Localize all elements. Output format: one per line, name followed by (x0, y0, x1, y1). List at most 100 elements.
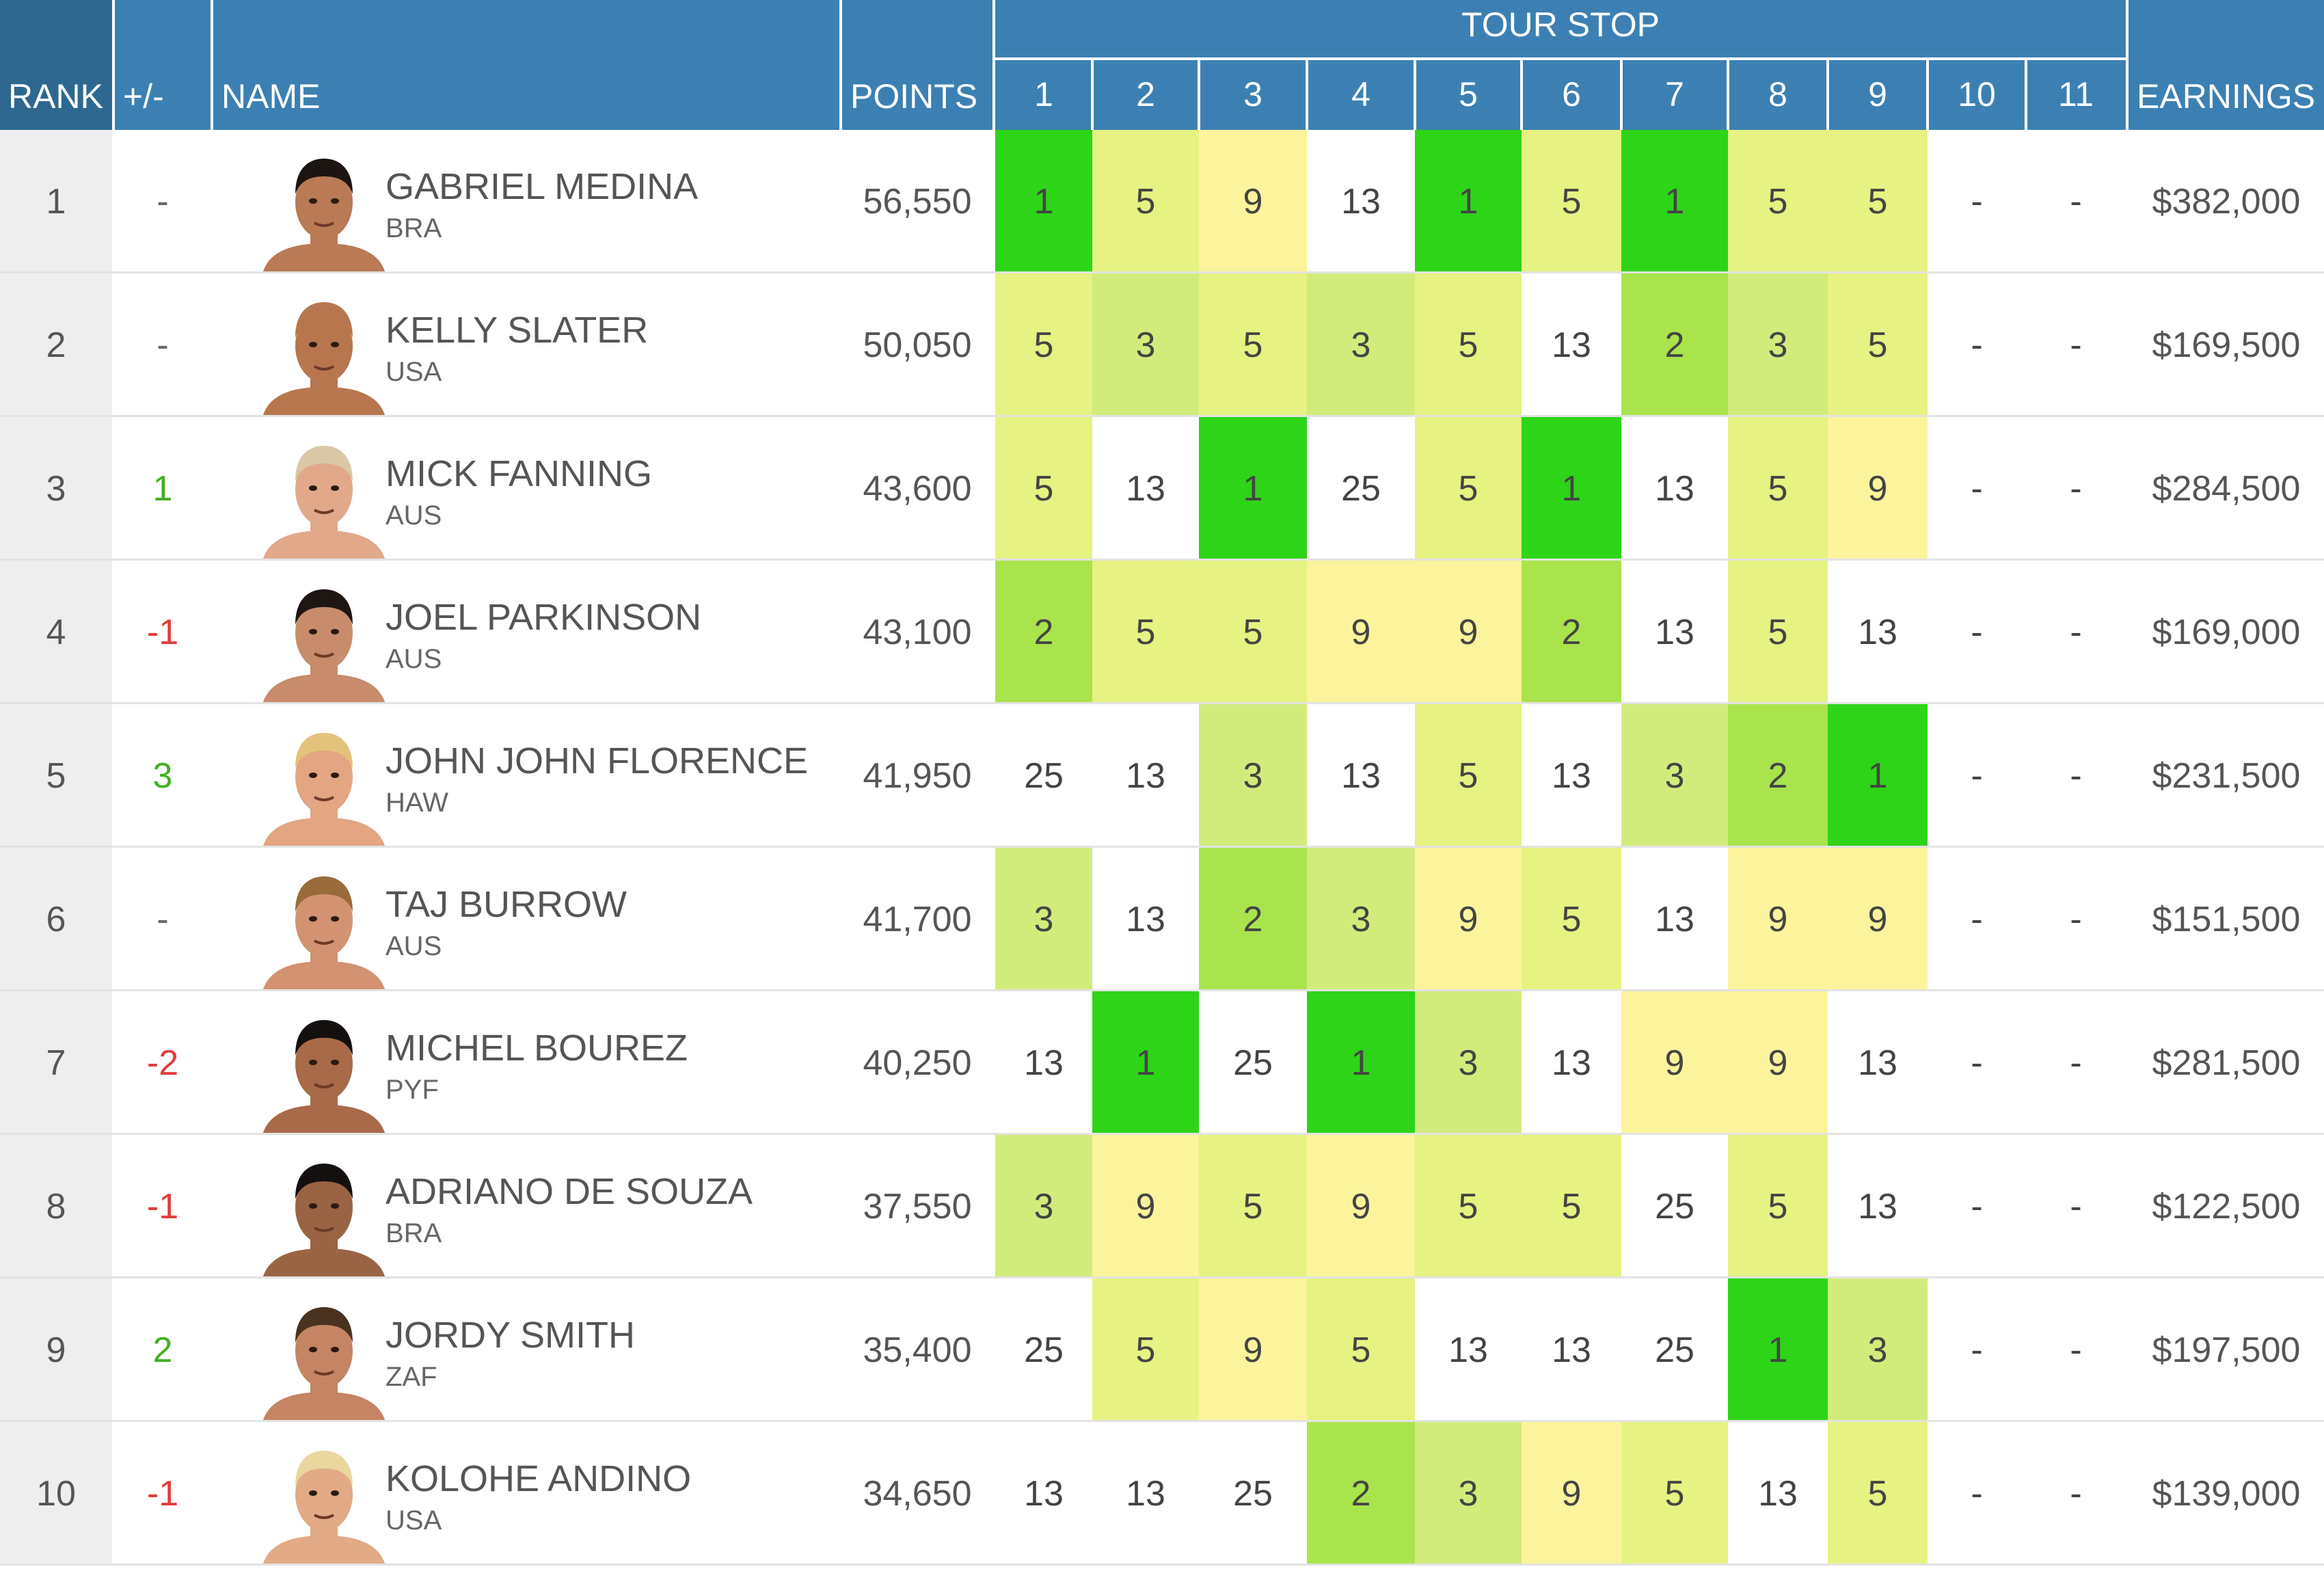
table-row[interactable]: 2- KELLY SLATER USA 50,050 5 3 5 3 5 13 2 3 5- - $169,… (0, 273, 2324, 417)
stop-column-header-9[interactable]: 9 (1868, 75, 1887, 113)
stop-result-1: 2 (995, 561, 1092, 704)
row-divider (0, 1276, 2324, 1278)
row-divider (0, 559, 2324, 561)
surfer-name-cell[interactable]: JOEL PARKINSON AUS (0, 561, 839, 704)
table-row[interactable]: 4 -1 JOEL PARKINSON AUS 43,100 2 5 5 9 9 2 13 5 13- - $… (0, 561, 2324, 704)
stop-result-3: 5 (1199, 1135, 1307, 1278)
surfer-name-cell[interactable]: GABRIEL MEDINA BRA (0, 130, 839, 273)
table-row[interactable]: 8 -1 ADRIANO DE SOUZA BRA 37,550 3 9 5 9 5 5 25 5 13-… (0, 1135, 2324, 1278)
stop-result-6: 13 (1552, 325, 1591, 365)
table-row[interactable]: 6- TAJ BURROW AUS 41,700 3 13 2 3 9 5 13 9 9- - $151,5… (0, 848, 2324, 991)
stop-result-1: 3 (995, 1135, 1092, 1278)
name-column-header[interactable]: NAME (213, 0, 839, 130)
rank-value: 7 (46, 1043, 66, 1083)
stop-result-7: 13 (1655, 613, 1694, 652)
stop-column-header-6[interactable]: 6 (1562, 75, 1581, 113)
tour-stop-title: TOUR STOP (1461, 5, 1660, 44)
stop-result-8: 3 (1728, 273, 1828, 417)
table-row[interactable]: 9 2 JORDY SMITH ZAF 35,400 25 5 9 5 13 13 25 1 3- - $19… (0, 1278, 2324, 1422)
stop-result-6: 13 (1552, 756, 1591, 796)
stop-result-1: 1 (995, 130, 1092, 273)
points-value: 43,600 (863, 469, 972, 509)
table-row[interactable]: 3 1 MICK FANNING AUS 43,600 5 13 1 25 5 1 13 5 9- - $28… (0, 417, 2324, 561)
table-row[interactable]: 1- GABRIEL MEDINA BRA 56,550 1 5 9 13 1 5 1 5 5- - $38… (0, 130, 2324, 273)
stop-result-1: 13 (1024, 1474, 1064, 1514)
stop-column-header-5[interactable]: 5 (1459, 75, 1478, 113)
table-row[interactable]: 5 3 JOHN JOHN FLORENCE HAW 41,950 25 13 3 13 5 13 3… (0, 704, 2324, 848)
stop-result-6: 5 (1522, 848, 1621, 991)
points-value: 41,700 (863, 900, 972, 939)
stop-column-header-2[interactable]: 2 (1136, 75, 1155, 113)
points-column-header[interactable]: POINTS (842, 0, 992, 130)
stop-header-divider (1620, 59, 1623, 130)
stop-result-1: 5 (995, 273, 1092, 417)
stop-result-5: 1 (1415, 130, 1522, 273)
rank-column-header[interactable]: RANK (0, 0, 112, 130)
earnings-value: $284,500 (2152, 469, 2301, 509)
stop-result-1: 25 (1024, 1330, 1064, 1370)
stop-result-7: 5 (1621, 1422, 1728, 1566)
stop-result-3: 5 (1199, 561, 1307, 704)
stop-result-9: 3 (1828, 1278, 1928, 1422)
stop-result-2: 13 (1126, 469, 1165, 509)
earnings-value: $151,500 (2152, 900, 2301, 939)
surfer-name-cell[interactable]: ADRIANO DE SOUZA BRA (0, 1135, 839, 1278)
surfer-name-cell[interactable]: KELLY SLATER USA (0, 273, 839, 417)
stop-result-4: 3 (1307, 273, 1415, 417)
stop-result-2: 13 (1126, 756, 1165, 796)
table-row[interactable]: 10 -1 KOLOHE ANDINO USA 34,650 13 13 25 2 3 9 5 13 5-… (0, 1422, 2324, 1566)
stop-result-10: - (1971, 469, 1983, 509)
stop-result-3: 25 (1233, 1043, 1273, 1083)
surfer-name-cell[interactable]: TAJ BURROW AUS (0, 848, 839, 991)
stop-result-11: - (2070, 613, 2082, 652)
header-divider (2126, 0, 2129, 130)
surfer-country: USA (386, 357, 442, 387)
stop-result-4: 1 (1307, 991, 1415, 1135)
row-divider (0, 1420, 2324, 1422)
stop-column-header-4[interactable]: 4 (1351, 75, 1370, 113)
surfer-name-cell[interactable]: JOHN JOHN FLORENCE HAW (0, 704, 839, 848)
surfer-country: BRA (386, 1218, 442, 1248)
change-value: -1 (146, 1474, 179, 1514)
surfer-name-cell[interactable]: MICK FANNING AUS (0, 417, 839, 561)
stop-result-10: - (1971, 613, 1983, 652)
row-divider (0, 415, 2324, 417)
surfer-name-cell[interactable]: JORDY SMITH ZAF (0, 1278, 839, 1422)
stop-result-5: 9 (1415, 848, 1522, 991)
table-row[interactable]: 7 -2 MICHEL BOUREZ PYF 40,250 13 1 25 1 3 13 9 9 13- -… (0, 991, 2324, 1135)
surfer-name-cell[interactable]: KOLOHE ANDINO USA (0, 1422, 839, 1566)
row-divider (0, 846, 2324, 848)
surfer-name-cell[interactable]: MICHEL BOUREZ PYF (0, 991, 839, 1135)
earnings-value: $382,000 (2152, 182, 2301, 222)
stop-result-4: 9 (1307, 561, 1415, 704)
stop-column-header-3[interactable]: 3 (1243, 75, 1262, 113)
stop-result-2: 5 (1092, 561, 1199, 704)
earnings-column-header[interactable]: EARNINGS (2129, 0, 2324, 130)
change-column-header[interactable]: +/- (115, 0, 211, 130)
surfer-name: KELLY SLATER (386, 310, 649, 351)
stop-result-11: - (2070, 1187, 2082, 1226)
stop-column-header-7[interactable]: 7 (1665, 75, 1684, 113)
stop-result-7: 3 (1621, 704, 1728, 848)
stop-result-2: 9 (1092, 1135, 1199, 1278)
stop-result-4: 13 (1341, 182, 1381, 222)
rank-value: 1 (46, 182, 66, 222)
stop-column-header-1[interactable]: 1 (1034, 75, 1053, 113)
stop-header-divider (1520, 59, 1523, 130)
stop-column-header-11[interactable]: 11 (2058, 75, 2094, 113)
stop-result-8: 5 (1728, 1135, 1828, 1278)
stop-header-divider (1826, 59, 1829, 130)
surfer-country: USA (386, 1505, 442, 1536)
stop-result-10: - (1971, 1187, 1983, 1226)
stop-result-9: 13 (1858, 613, 1897, 652)
stop-column-header-8[interactable]: 8 (1768, 75, 1787, 113)
points-value: 56,550 (863, 182, 972, 222)
points-value: 41,950 (863, 756, 972, 796)
avatar (262, 864, 386, 991)
stop-result-4: 25 (1341, 469, 1381, 509)
stop-result-11: - (2070, 900, 2082, 939)
stop-column-header-10[interactable]: 10 (1958, 75, 1996, 113)
avatar (262, 433, 386, 561)
change-value: 3 (152, 756, 173, 796)
change-value: - (157, 900, 169, 939)
